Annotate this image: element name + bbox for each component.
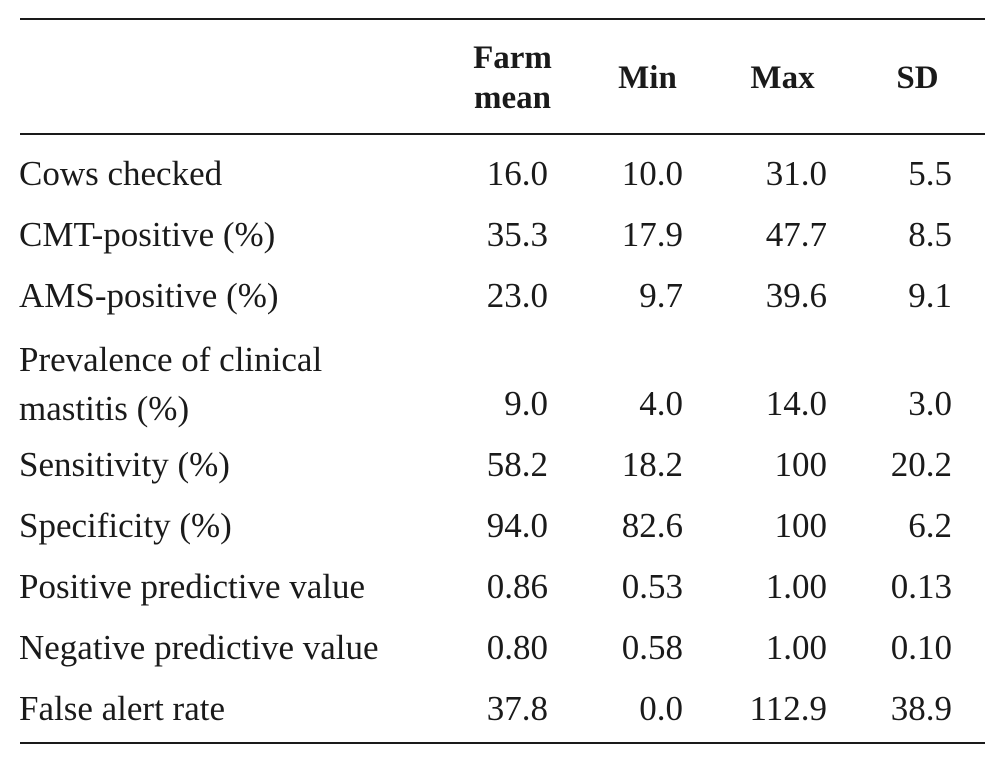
cell-sd: 20.2 <box>890 445 952 484</box>
cell-sd: 8.5 <box>908 215 952 254</box>
cell-farm-mean: 37.8 <box>486 689 548 728</box>
row-label: CMT-positive (%) <box>19 215 276 254</box>
cell-sd: 6.2 <box>908 506 952 545</box>
row-label: False alert rate <box>19 689 226 728</box>
row-label-line2: mastitis (%) <box>19 389 190 428</box>
cell-max: 100 <box>774 445 828 484</box>
row-label: Prevalence of clinical mastitis (%) <box>19 335 322 433</box>
row-label: AMS-positive (%) <box>19 276 279 315</box>
row-label: Negative predictive value <box>19 628 379 667</box>
cell-max: 31.0 <box>765 154 827 193</box>
cell-max: 39.6 <box>765 276 827 315</box>
cell-min: 0.58 <box>621 628 683 667</box>
cell-farm-mean: 35.3 <box>486 215 548 254</box>
cell-farm-mean: 94.0 <box>486 506 548 545</box>
cell-min: 82.6 <box>621 506 683 545</box>
table-header-rule <box>20 133 985 135</box>
table-row: Negative predictive value 0.80 0.58 1.00… <box>0 628 1004 668</box>
cell-sd: 9.1 <box>908 276 952 315</box>
cell-sd: 0.13 <box>890 567 952 606</box>
cell-max: 112.9 <box>749 689 827 728</box>
cell-farm-mean: 58.2 <box>486 445 548 484</box>
cell-max: 47.7 <box>765 215 827 254</box>
cell-farm-mean: 23.0 <box>486 276 548 315</box>
cell-farm-mean: 0.86 <box>486 567 548 606</box>
cell-min: 4.0 <box>639 384 683 423</box>
table-row: Cows checked 16.0 10.0 31.0 5.5 <box>0 154 1004 194</box>
table-row: Specificity (%) 94.0 82.6 100 6.2 <box>0 506 1004 546</box>
table-row: Prevalence of clinical mastitis (%) 9.0 … <box>0 340 1004 428</box>
cell-max: 1.00 <box>765 628 827 667</box>
header-farm-mean-line1: Farm <box>473 40 552 76</box>
header-farm-mean: Farm mean <box>455 38 570 118</box>
cell-min: 9.7 <box>639 276 683 315</box>
cell-min: 10.0 <box>621 154 683 193</box>
table-bottom-rule <box>20 742 985 744</box>
cell-sd: 5.5 <box>908 154 952 193</box>
header-max: Max <box>750 60 815 96</box>
row-label: Cows checked <box>19 154 223 193</box>
cell-sd: 38.9 <box>890 689 952 728</box>
row-label-line1: Prevalence of clinical <box>19 340 323 379</box>
cell-farm-mean: 16.0 <box>486 154 548 193</box>
header-min: Min <box>618 60 677 96</box>
cell-min: 0.0 <box>639 689 683 728</box>
table-row: Positive predictive value 0.86 0.53 1.00… <box>0 567 1004 607</box>
table-row: False alert rate 37.8 0.0 112.9 38.9 <box>0 689 1004 729</box>
cell-farm-mean: 9.0 <box>504 384 548 423</box>
header-farm-mean-line2: mean <box>474 80 551 116</box>
cell-sd: 3.0 <box>908 384 952 423</box>
table-row: CMT-positive (%) 35.3 17.9 47.7 8.5 <box>0 215 1004 255</box>
cell-sd: 0.10 <box>890 628 952 667</box>
cell-min: 18.2 <box>621 445 683 484</box>
table-row: Sensitivity (%) 58.2 18.2 100 20.2 <box>0 445 1004 485</box>
cell-max: 1.00 <box>765 567 827 606</box>
table-row: AMS-positive (%) 23.0 9.7 39.6 9.1 <box>0 276 1004 316</box>
cell-min: 0.53 <box>621 567 683 606</box>
cell-max: 100 <box>774 506 828 545</box>
cell-min: 17.9 <box>621 215 683 254</box>
cell-farm-mean: 0.80 <box>486 628 548 667</box>
row-label: Sensitivity (%) <box>19 445 230 484</box>
table-top-rule <box>20 18 985 20</box>
header-sd: SD <box>896 60 939 96</box>
row-label: Specificity (%) <box>19 506 232 545</box>
row-label: Positive predictive value <box>19 567 366 606</box>
cell-max: 14.0 <box>765 384 827 423</box>
